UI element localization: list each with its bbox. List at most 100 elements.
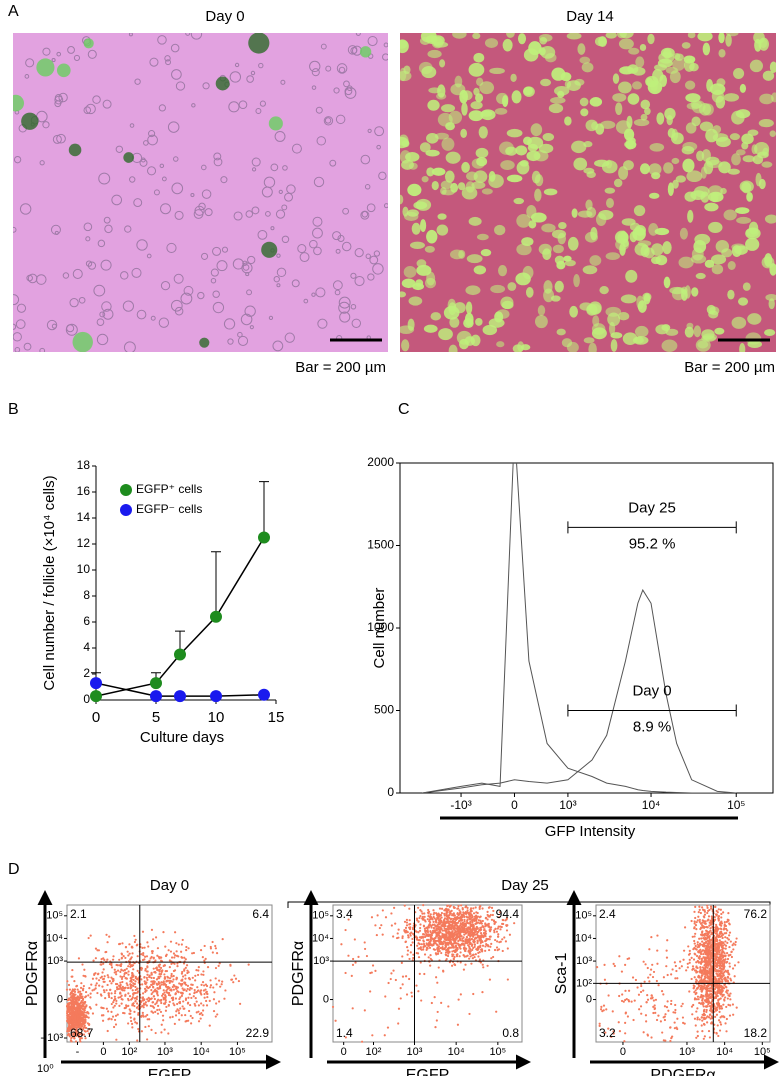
cell-dot bbox=[140, 1030, 144, 1033]
error-bar bbox=[211, 551, 221, 617]
cell-dot bbox=[168, 966, 171, 969]
cell-dot bbox=[113, 1004, 116, 1007]
cell bbox=[712, 125, 722, 134]
cell-dot bbox=[468, 943, 472, 946]
cell-dot bbox=[132, 993, 135, 996]
cell bbox=[258, 62, 264, 69]
cell-dot bbox=[453, 955, 456, 959]
cell bbox=[464, 312, 474, 327]
cell-dot bbox=[154, 1010, 157, 1013]
cell-dot bbox=[728, 962, 731, 965]
cell-dot bbox=[487, 938, 490, 941]
cell bbox=[752, 154, 764, 165]
cell bbox=[605, 159, 613, 169]
cell bbox=[26, 274, 33, 282]
cell-dot bbox=[173, 969, 177, 972]
cell-dot bbox=[162, 996, 165, 999]
cell-dot bbox=[479, 945, 482, 949]
cell bbox=[742, 155, 755, 163]
cell-dot bbox=[205, 1004, 209, 1007]
cell bbox=[411, 222, 421, 235]
cell bbox=[369, 255, 379, 265]
cell-dot bbox=[446, 904, 449, 907]
cell-dot bbox=[135, 1002, 139, 1005]
cell-dot bbox=[393, 906, 396, 909]
cell-dot bbox=[182, 1000, 185, 1003]
cell-dot bbox=[484, 925, 487, 928]
cell-dot bbox=[708, 945, 711, 948]
cell-dot bbox=[113, 992, 117, 995]
cell-dot bbox=[481, 925, 484, 928]
cell-dot bbox=[422, 924, 426, 927]
cell-dot bbox=[365, 954, 369, 958]
cell bbox=[475, 147, 489, 159]
cell bbox=[159, 163, 165, 169]
cell-dot bbox=[698, 918, 701, 921]
cell bbox=[682, 158, 695, 173]
cell-dot bbox=[703, 913, 707, 916]
cell-dot bbox=[467, 911, 470, 914]
cell-dot bbox=[143, 946, 146, 949]
cell bbox=[543, 280, 553, 294]
cell bbox=[580, 108, 589, 117]
cell-dot bbox=[466, 938, 469, 941]
cell-dot bbox=[420, 999, 423, 1002]
cell-dot bbox=[397, 1007, 401, 1010]
cell bbox=[746, 191, 753, 202]
cell-dot bbox=[206, 966, 210, 969]
cell-dot bbox=[169, 950, 173, 953]
cell bbox=[769, 61, 776, 73]
cell-dot bbox=[700, 1016, 703, 1019]
cell bbox=[212, 290, 220, 298]
cell-dot bbox=[120, 953, 124, 956]
cell-dot bbox=[438, 929, 442, 933]
cell-dot bbox=[150, 988, 153, 992]
cell-dot bbox=[133, 940, 137, 944]
cell-dot bbox=[141, 1004, 144, 1007]
cell-dot bbox=[151, 1005, 155, 1008]
cell-dot bbox=[464, 940, 467, 943]
cell-dot bbox=[715, 1032, 718, 1035]
cell-dot bbox=[106, 1029, 109, 1033]
cell bbox=[648, 163, 662, 176]
cell bbox=[725, 33, 732, 47]
cell-dot bbox=[369, 971, 372, 975]
cell-dot bbox=[493, 929, 496, 932]
cell-dot bbox=[706, 1021, 709, 1024]
cell-dot bbox=[470, 910, 473, 913]
cell-dot bbox=[469, 929, 472, 932]
cell-dot bbox=[426, 943, 429, 946]
cell bbox=[427, 49, 442, 59]
cell-dot bbox=[697, 911, 700, 914]
x-tick-label: 10⁴ bbox=[642, 798, 661, 812]
cell bbox=[612, 73, 620, 84]
cell-dot bbox=[214, 947, 217, 950]
cell bbox=[685, 93, 701, 103]
cell-dot bbox=[129, 1009, 132, 1013]
cell-dot bbox=[89, 934, 92, 937]
cell bbox=[42, 121, 50, 129]
cell-dot bbox=[119, 991, 122, 994]
cell-dot bbox=[88, 987, 91, 990]
cell-dot bbox=[429, 930, 432, 934]
cell-dot bbox=[726, 980, 730, 983]
cell-dot bbox=[76, 1006, 79, 1009]
cell-dot bbox=[71, 1035, 74, 1038]
cell-dot bbox=[703, 916, 706, 919]
legend-label: EGFP⁻ cells bbox=[136, 502, 202, 516]
cell bbox=[723, 209, 737, 221]
cell-dot bbox=[480, 921, 483, 925]
cell bbox=[170, 43, 180, 53]
cell-dot bbox=[134, 1021, 137, 1024]
cell-dot bbox=[158, 977, 161, 980]
cell-dot bbox=[401, 935, 404, 938]
cell bbox=[586, 304, 598, 316]
cell bbox=[735, 207, 750, 215]
cell bbox=[702, 333, 718, 341]
cell-dot bbox=[80, 1019, 83, 1023]
cell bbox=[46, 319, 58, 331]
cell-dot bbox=[158, 965, 161, 968]
cell-dot bbox=[466, 918, 469, 921]
cell bbox=[470, 101, 483, 110]
cell-dot bbox=[80, 1032, 83, 1035]
